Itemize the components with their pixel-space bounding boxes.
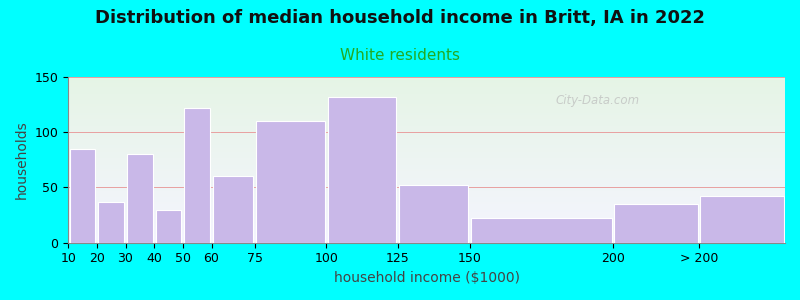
- X-axis label: household income ($1000): household income ($1000): [334, 271, 519, 285]
- Bar: [399, 185, 468, 243]
- Bar: [471, 218, 611, 243]
- Bar: [184, 108, 210, 243]
- Bar: [701, 196, 783, 243]
- Text: Distribution of median household income in Britt, IA in 2022: Distribution of median household income …: [95, 9, 705, 27]
- Bar: [98, 202, 124, 243]
- Text: White residents: White residents: [340, 48, 460, 63]
- Bar: [70, 149, 95, 243]
- Text: City-Data.com: City-Data.com: [556, 94, 640, 106]
- Bar: [256, 121, 325, 243]
- Bar: [156, 210, 182, 243]
- Bar: [213, 176, 253, 243]
- Bar: [127, 154, 153, 243]
- Bar: [614, 204, 698, 243]
- Bar: [328, 97, 397, 243]
- Y-axis label: households: households: [15, 121, 29, 199]
